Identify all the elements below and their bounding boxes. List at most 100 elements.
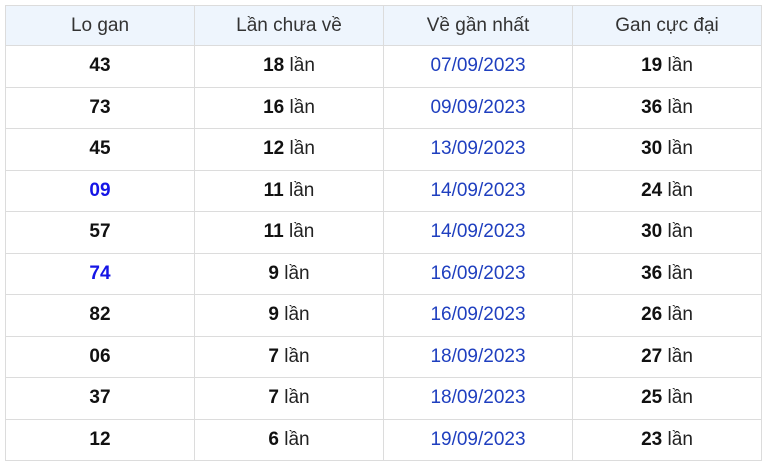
unit: lần [667, 428, 693, 450]
unit: lần [667, 96, 693, 118]
unit: lần [289, 138, 315, 160]
last-date-cell: 18/09/2023 [383, 377, 573, 420]
last-date: 18/09/2023 [430, 345, 526, 367]
max-cell: 36 lần [572, 252, 762, 295]
lo-number-cell: 09 [5, 169, 195, 212]
max-cell: 27 lần [572, 335, 762, 378]
unit: lần [667, 55, 693, 77]
max-count: 36 [641, 262, 663, 284]
table-row: 43 18 lần 07/09/2023 19 lần [5, 45, 762, 88]
missed-count: 7 [268, 345, 279, 367]
last-date: 14/09/2023 [430, 221, 526, 243]
last-date: 13/09/2023 [430, 138, 526, 160]
last-date-cell: 16/09/2023 [383, 252, 573, 295]
unit: lần [667, 138, 693, 160]
max-cell: 25 lần [572, 377, 762, 420]
unit: lần [667, 304, 693, 326]
lo-number-cell: 37 [5, 377, 195, 420]
last-date-cell: 09/09/2023 [383, 86, 573, 129]
table-row: 74 9 lần 16/09/2023 36 lần [5, 252, 762, 295]
missed-cell: 11 lần [194, 169, 384, 212]
max-cell: 30 lần [572, 211, 762, 254]
lo-number: 09 [89, 179, 111, 201]
max-count: 30 [641, 138, 663, 160]
max-count: 23 [641, 428, 663, 450]
header-ve-gan-nhat: Về gần nhất [383, 5, 573, 46]
unit: lần [284, 304, 310, 326]
last-date-cell: 16/09/2023 [383, 294, 573, 337]
unit: lần [667, 221, 693, 243]
missed-cell: 6 lần [194, 418, 384, 461]
missed-count: 9 [268, 262, 279, 284]
last-date-cell: 14/09/2023 [383, 169, 573, 212]
max-count: 36 [641, 96, 663, 118]
last-date: 14/09/2023 [430, 179, 526, 201]
max-count: 24 [641, 179, 663, 201]
lo-number: 37 [89, 387, 111, 409]
unit: lần [284, 428, 310, 450]
table-row: 82 9 lần 16/09/2023 26 lần [5, 294, 762, 337]
max-count: 27 [641, 345, 663, 367]
table-row: 73 16 lần 09/09/2023 36 lần [5, 86, 762, 129]
lo-number: 57 [89, 221, 111, 243]
missed-count: 16 [263, 96, 285, 118]
max-cell: 26 lần [572, 294, 762, 337]
lo-number-cell: 57 [5, 211, 195, 254]
max-cell: 36 lần [572, 86, 762, 129]
missed-count: 12 [263, 138, 285, 160]
lo-number-cell: 12 [5, 418, 195, 461]
max-count: 25 [641, 387, 663, 409]
last-date-cell: 13/09/2023 [383, 128, 573, 171]
max-cell: 23 lần [572, 418, 762, 461]
last-date: 09/09/2023 [430, 96, 526, 118]
unit: lần [667, 387, 693, 409]
lo-number: 82 [89, 304, 111, 326]
unit: lần [289, 221, 315, 243]
lo-number-cell: 06 [5, 335, 195, 378]
last-date: 19/09/2023 [430, 428, 526, 450]
max-cell: 30 lần [572, 128, 762, 171]
max-cell: 24 lần [572, 169, 762, 212]
table-row: 57 11 lần 14/09/2023 30 lần [5, 211, 762, 254]
unit: lần [289, 179, 315, 201]
unit: lần [284, 262, 310, 284]
last-date-cell: 07/09/2023 [383, 45, 573, 88]
missed-count: 7 [268, 387, 279, 409]
lo-number: 43 [89, 55, 111, 77]
missed-cell: 11 lần [194, 211, 384, 254]
lo-number: 06 [89, 345, 111, 367]
lo-gan-table: Lo gan Lần chưa về Về gần nhất Gan cực đ… [5, 5, 762, 461]
missed-count: 9 [268, 304, 279, 326]
last-date: 16/09/2023 [430, 304, 526, 326]
last-date: 18/09/2023 [430, 387, 526, 409]
unit: lần [284, 345, 310, 367]
header-lo-gan: Lo gan [5, 5, 195, 46]
unit: lần [289, 55, 315, 77]
missed-count: 11 [263, 179, 284, 201]
table-row: 09 11 lần 14/09/2023 24 lần [5, 169, 762, 212]
unit: lần [667, 345, 693, 367]
missed-count: 18 [263, 55, 285, 77]
unit: lần [667, 179, 693, 201]
header-lan-chua-ve: Lần chưa về [194, 5, 384, 46]
lo-number-cell: 73 [5, 86, 195, 129]
max-count: 26 [641, 304, 663, 326]
max-count: 19 [641, 55, 663, 77]
header-gan-cuc-dai: Gan cực đại [572, 5, 762, 46]
unit: lần [667, 262, 693, 284]
max-cell: 19 lần [572, 45, 762, 88]
lo-number-cell: 43 [5, 45, 195, 88]
missed-cell: 16 lần [194, 86, 384, 129]
last-date: 07/09/2023 [430, 55, 526, 77]
last-date-cell: 14/09/2023 [383, 211, 573, 254]
lo-number-cell: 45 [5, 128, 195, 171]
lo-number-cell: 82 [5, 294, 195, 337]
max-count: 30 [641, 221, 663, 243]
lo-number: 74 [89, 262, 111, 284]
unit: lần [289, 96, 315, 118]
lo-number: 12 [89, 428, 111, 450]
missed-cell: 18 lần [194, 45, 384, 88]
missed-cell: 7 lần [194, 335, 384, 378]
lo-number: 45 [89, 138, 111, 160]
header-row: Lo gan Lần chưa về Về gần nhất Gan cực đ… [5, 5, 762, 46]
